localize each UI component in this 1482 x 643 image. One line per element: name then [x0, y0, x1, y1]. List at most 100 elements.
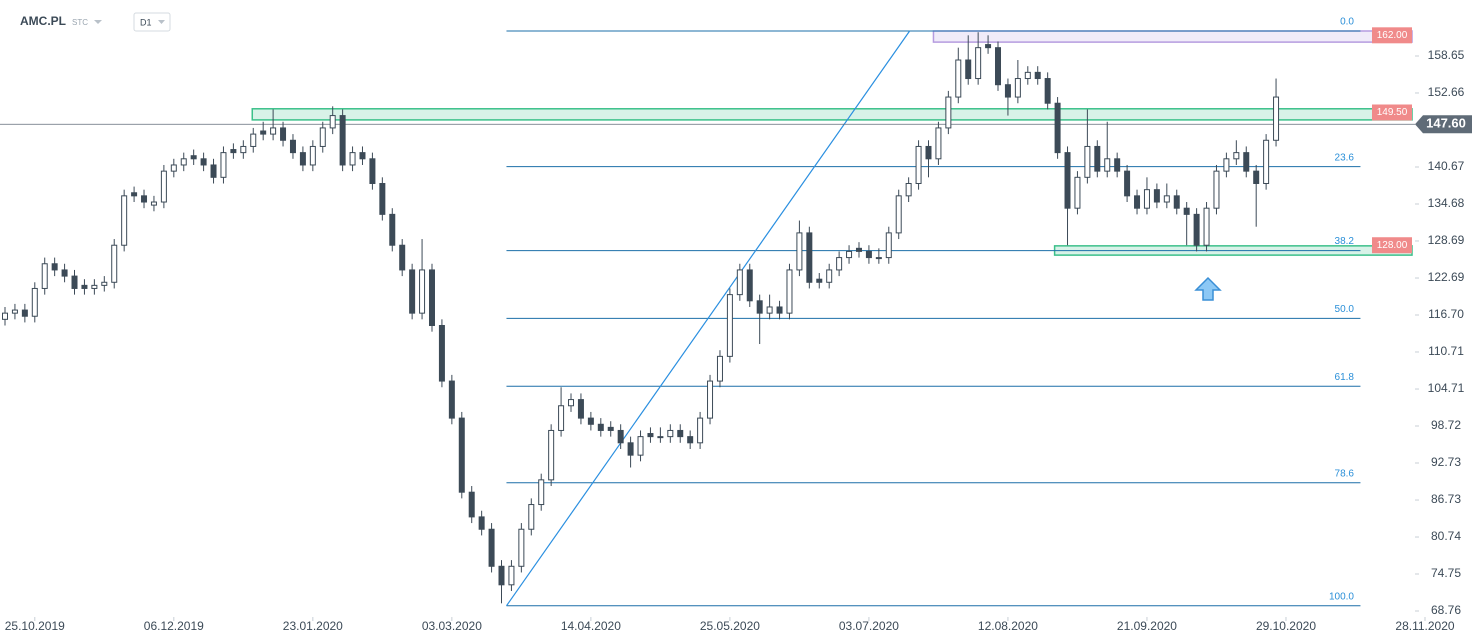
- y-tick-label: 104.71: [1428, 381, 1465, 395]
- candle-body: [1243, 152, 1250, 172]
- candle-body: [329, 115, 336, 129]
- zone-label: 162.00: [1377, 30, 1408, 41]
- candle-body: [468, 491, 475, 518]
- x-tick-label: 06.12.2019: [144, 619, 204, 633]
- candle-body: [756, 300, 763, 314]
- candle-body: [855, 247, 862, 252]
- candle-body: [766, 306, 773, 314]
- candle-body: [240, 145, 247, 154]
- candle-body: [230, 149, 237, 154]
- candle-body: [379, 182, 386, 215]
- y-tick-label: 74.75: [1431, 566, 1461, 580]
- candle-body: [319, 127, 326, 147]
- candle-body: [141, 195, 148, 203]
- candle-body: [647, 433, 654, 438]
- candle-body: [349, 152, 356, 166]
- candle-body: [945, 96, 952, 129]
- candle-body: [528, 504, 535, 530]
- candle-body: [150, 201, 157, 206]
- y-tick-label: 158.65: [1428, 48, 1465, 62]
- candle-body: [309, 145, 316, 166]
- y-tick-label: 152.66: [1428, 85, 1465, 99]
- candle-body: [111, 244, 118, 283]
- fib-label: 23.6: [1335, 152, 1355, 163]
- candle-body: [210, 164, 217, 178]
- candle-body: [81, 284, 88, 289]
- candle-body: [637, 436, 644, 456]
- candle-body: [280, 127, 287, 141]
- candle-body: [687, 436, 694, 444]
- candle-body: [51, 263, 58, 271]
- candle-body: [299, 152, 306, 166]
- candle-body: [1253, 170, 1260, 184]
- candle-body: [667, 429, 674, 438]
- fib-label: 50.0: [1335, 304, 1355, 315]
- candle-body: [995, 47, 1002, 86]
- candle-body: [568, 399, 575, 407]
- candle-body: [1034, 71, 1041, 80]
- candle-body: [707, 380, 714, 419]
- x-tick-label: 03.07.2020: [839, 619, 899, 633]
- candle-body: [1193, 213, 1200, 246]
- candle-body: [1163, 195, 1170, 203]
- interval-box[interactable]: [133, 12, 171, 32]
- candle-body: [1074, 176, 1081, 209]
- x-tick-label: 25.10.2019: [5, 619, 65, 633]
- candle-body: [587, 417, 594, 425]
- candle-body: [905, 182, 912, 197]
- candle-body: [865, 250, 872, 259]
- candle-body: [180, 158, 187, 166]
- candle-body: [1273, 96, 1280, 141]
- candle-body: [190, 155, 197, 160]
- tag: STC: [72, 18, 88, 27]
- y-tick-label: 86.73: [1431, 492, 1461, 506]
- candle-body: [200, 158, 207, 166]
- last-price-box: [1415, 115, 1472, 134]
- candle-body: [71, 275, 78, 289]
- interval: D1: [140, 17, 152, 27]
- candle-body: [1124, 170, 1131, 197]
- candle-body: [965, 59, 972, 80]
- dropdown-arrow[interactable]: [94, 20, 102, 24]
- candle-body: [260, 130, 267, 135]
- candle-body: [935, 127, 942, 160]
- candle-body: [617, 429, 624, 444]
- candle-body: [1014, 78, 1021, 98]
- candle-body: [518, 528, 525, 567]
- candle-body: [41, 263, 48, 289]
- candle-body: [1203, 207, 1210, 246]
- candle-body: [220, 152, 227, 178]
- y-tick-label: 98.72: [1431, 418, 1461, 432]
- candle-body: [1143, 189, 1150, 209]
- candle-body: [61, 269, 68, 277]
- candle-body: [627, 442, 634, 456]
- y-tick-label: 134.68: [1428, 196, 1465, 210]
- candle-body: [875, 257, 882, 260]
- trendline: [505, 30, 911, 607]
- candle-body: [1213, 170, 1220, 209]
- candle-body: [796, 232, 803, 271]
- x-tick-label: 12.08.2020: [978, 619, 1038, 633]
- candle-body: [786, 269, 793, 314]
- candle-body: [806, 232, 813, 283]
- zone-label: 128.00: [1377, 240, 1408, 251]
- candle-body: [1094, 145, 1101, 172]
- candle-body: [101, 281, 108, 286]
- candle-body: [955, 59, 962, 98]
- x-tick-label: 25.05.2020: [700, 619, 760, 633]
- y-tick-label: 68.76: [1431, 603, 1461, 617]
- dropdown-arrow[interactable]: [158, 20, 165, 24]
- candle-body: [339, 115, 346, 166]
- y-tick-label: 116.70: [1428, 307, 1464, 321]
- fib-label: 61.8: [1335, 372, 1355, 383]
- candle-body: [389, 213, 396, 246]
- candle-body: [1223, 158, 1230, 172]
- x-tick-label: 03.03.2020: [422, 619, 482, 633]
- fib-label: 100.0: [1329, 591, 1354, 602]
- candle-body: [657, 436, 664, 439]
- candle-body: [597, 423, 604, 431]
- candle-body: [1183, 207, 1190, 215]
- candle-body: [1173, 195, 1180, 209]
- candle-body: [419, 269, 426, 314]
